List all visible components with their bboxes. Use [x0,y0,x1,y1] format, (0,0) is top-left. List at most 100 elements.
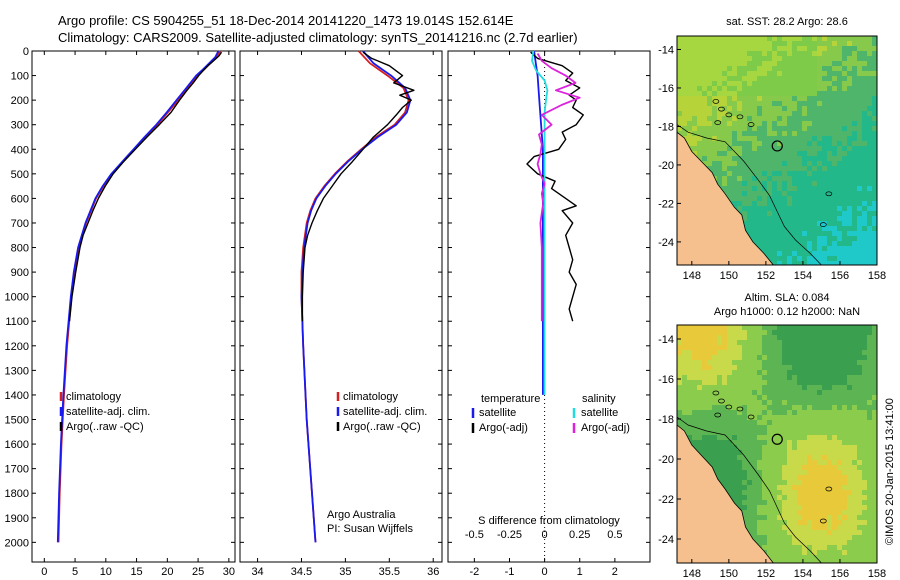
field-cell [857,480,863,486]
field-cell [782,241,788,247]
field-cell [872,340,877,346]
field-cell [782,231,788,237]
field-cell [852,465,858,471]
field-cell [732,121,738,127]
field-cell [802,390,808,396]
field-cell [772,550,778,556]
field-cell [822,191,828,197]
field-cell [697,106,703,112]
field-cell [697,400,703,406]
field-cell [832,415,838,421]
field-cell [837,515,843,521]
field-cell [712,400,718,406]
field-cell [712,335,718,341]
field-cell [867,36,873,42]
field-cell [742,181,748,187]
field-cell [797,335,803,341]
field-cell [732,51,738,57]
field-cell [837,405,843,411]
field-cell [812,86,818,92]
y-tick-label: 800 [11,243,29,255]
field-cell [847,236,853,242]
field-cell [852,520,858,526]
field-cell [797,385,803,391]
field-cell [852,360,858,366]
field-cell [847,410,853,416]
field-cell [842,400,848,406]
field-cell [702,435,708,441]
field-cell [782,76,788,82]
y-tick-label: -22 [658,198,674,210]
legend-label: Argo(..raw -QC) [66,421,144,433]
field-cell [727,81,733,87]
field-cell [767,350,773,356]
field-cell [787,420,793,426]
field-cell [767,550,773,556]
field-cell [817,335,823,341]
field-cell [747,121,753,127]
field-cell [812,410,818,416]
field-cell [807,435,813,441]
field-cell [722,171,728,177]
field-cell [752,56,758,62]
field-cell [727,186,733,192]
field-cell [847,211,853,217]
field-cell [812,505,818,511]
field-cell [782,390,788,396]
legend-label: Argo(..raw -QC) [343,421,421,433]
field-cell [722,485,728,491]
field-cell [707,51,713,57]
field-cell [847,555,853,561]
field-cell [837,151,843,157]
field-cell [747,196,753,202]
field-cell [787,41,793,47]
field-cell [687,66,693,72]
field-cell [807,480,813,486]
field-cell [742,136,748,142]
field-cell [717,370,723,376]
field-cell [782,530,788,536]
field-cell [857,360,863,366]
field-cell [812,455,818,461]
field-cell [797,256,803,262]
field-cell [772,236,778,242]
field-cell [857,520,863,526]
field-cell [737,335,743,341]
field-cell [732,86,738,92]
field-cell [822,465,828,471]
field-cell [832,141,838,147]
field-cell [782,370,788,376]
field-cell [752,525,758,531]
field-cell [817,151,823,157]
field-cell [812,81,818,87]
field-cell [842,545,848,551]
field-cell [797,61,803,67]
field-cell [832,96,838,102]
field-cell [682,76,688,82]
field-cell [802,121,808,127]
field-cell [767,530,773,536]
field-cell [727,460,733,466]
field-cell [827,435,833,441]
field-cell [742,101,748,107]
field-cell [747,510,753,516]
field-cell [712,390,718,396]
field-cell [712,365,718,371]
field-cell [852,61,858,67]
field-cell [847,415,853,421]
field-cell [792,430,798,436]
field-cell [842,455,848,461]
field-cell [812,490,818,496]
field-cell [762,340,768,346]
field-cell [767,236,773,242]
field-cell [747,500,753,506]
field-cell [757,395,763,401]
field-cell [842,136,848,142]
field-cell [737,440,743,446]
field-cell [777,156,783,162]
field-cell [827,106,833,112]
field-cell [837,510,843,516]
field-cell [772,71,778,77]
field-cell [807,555,813,561]
field-cell [872,176,877,182]
